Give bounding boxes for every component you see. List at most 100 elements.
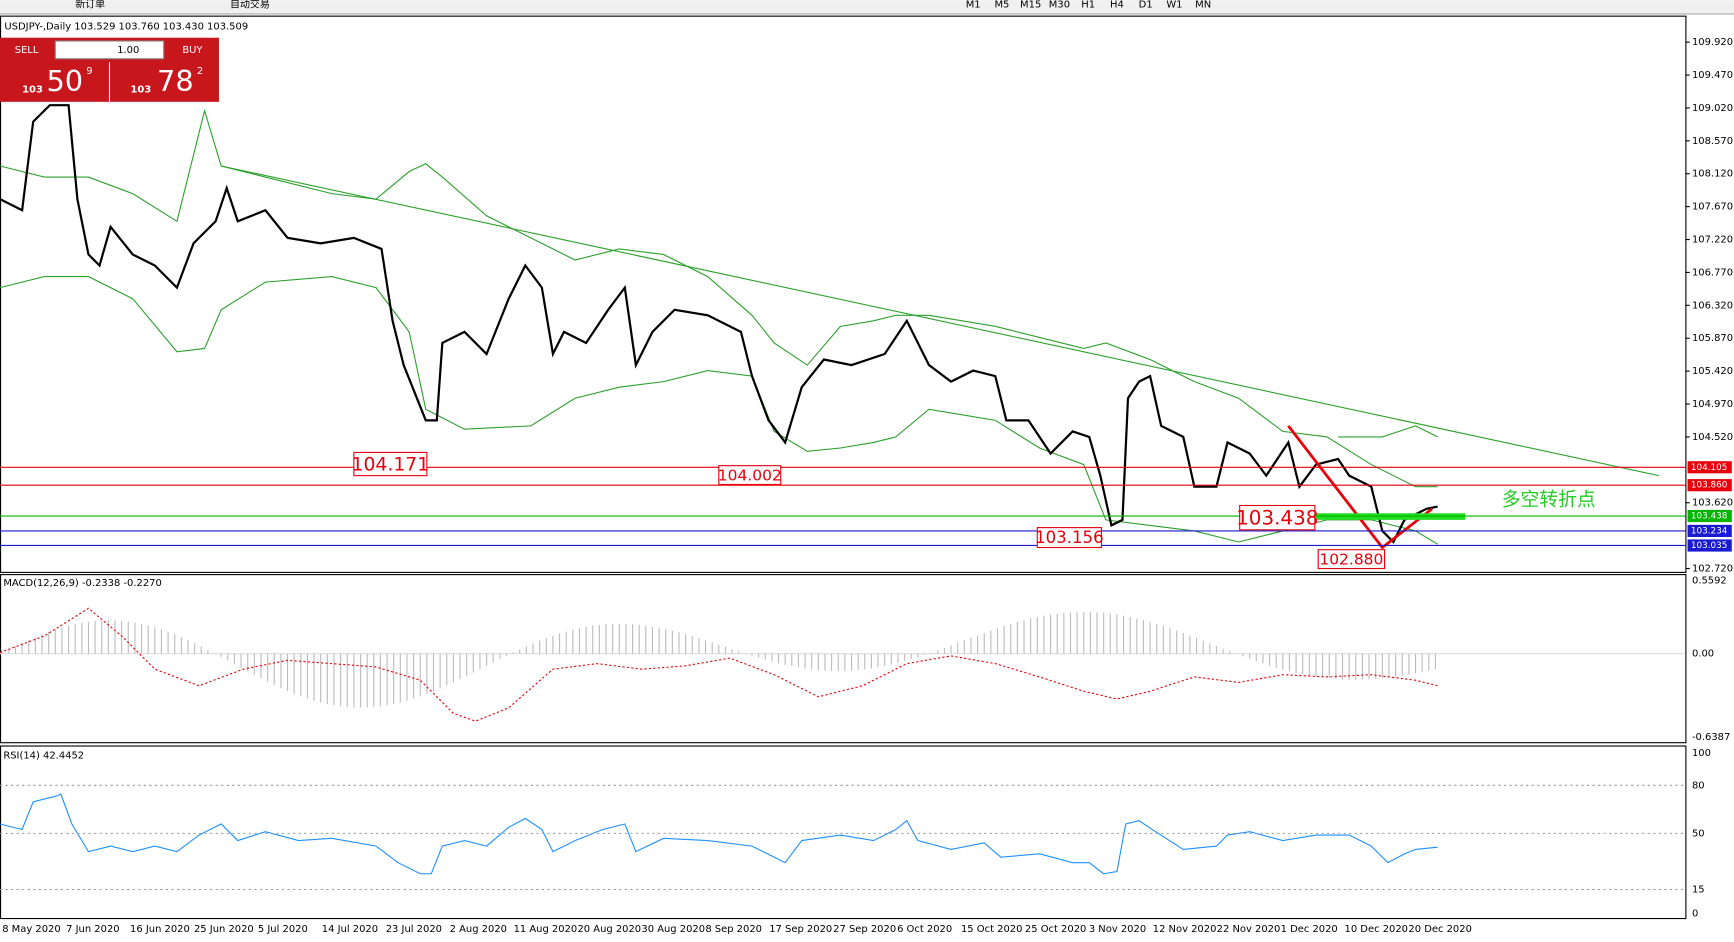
macd-tick-label: 0.5592 — [1692, 576, 1727, 587]
date-label: 8 Sep 2020 — [705, 924, 762, 935]
price-tick-label: 104.520 — [1692, 432, 1733, 443]
buy-button[interactable]: BUY — [182, 45, 203, 56]
price-tick-label: 109.020 — [1692, 103, 1733, 114]
timeframe-button[interactable]: M15 — [1020, 0, 1041, 11]
timeframe-button[interactable]: D1 — [1139, 0, 1153, 11]
date-label: 10 Dec 2020 — [1345, 924, 1408, 935]
annotation: 102.880 — [1319, 551, 1383, 569]
trendline — [221, 165, 1659, 477]
macd-title: MACD(12,26,9) -0.2338 -0.2270 — [3, 578, 162, 589]
rsi-title: RSI(14) 42.4452 — [3, 750, 84, 761]
axes: 109.920 109.470 109.020 108.570 108.120 107.6… — [0, 37, 1733, 935]
level-label-box — [1687, 461, 1732, 474]
date-label: 3 Nov 2020 — [1089, 924, 1146, 935]
annotation-box — [1317, 549, 1386, 570]
price-tick-label: 106.320 — [1692, 300, 1733, 311]
date-label: 25 Oct 2020 — [1025, 924, 1086, 935]
timeframe-button[interactable]: H1 — [1081, 0, 1095, 11]
chart-header: USDJPY-,Daily 103.529 103.760 103.430 10… — [4, 22, 248, 33]
date-label: 5 Jul 2020 — [258, 924, 308, 935]
timeframe-button[interactable]: M30 — [1049, 0, 1070, 11]
macd-tick-label: -0.6387 — [1692, 732, 1730, 743]
date-label: 6 Oct 2020 — [897, 924, 952, 935]
annotation: 多空转折点 — [1502, 488, 1596, 510]
new-order-button[interactable]: 新订单 — [75, 0, 105, 11]
price-tick-label: 104.970 — [1692, 399, 1733, 410]
level-label-box — [1687, 509, 1732, 523]
price-path — [0, 104, 1438, 544]
auto-trading-button[interactable]: 自动交易 — [230, 0, 270, 11]
buy-price-small[interactable]: 103 — [130, 85, 151, 96]
price-tick-label: 106.770 — [1692, 267, 1733, 278]
level-label: 103.035 — [1691, 541, 1728, 551]
level-label-box — [1687, 524, 1732, 538]
timeframe-button[interactable]: MN — [1195, 0, 1211, 11]
rsi-line — [0, 793, 1438, 875]
date-label: 25 Jun 2020 — [194, 924, 254, 935]
date-label: 12 Nov 2020 — [1153, 924, 1217, 935]
macd-pane — [0, 574, 1687, 744]
date-label: 1 Dec 2020 — [1281, 924, 1338, 935]
timeframe-bar: M1 M5 M15 M30 H1 H4 D1 W1 MN — [966, 0, 1211, 11]
rsi-tick-label: 15 — [1692, 885, 1705, 896]
date-label: 2 Aug 2020 — [450, 924, 507, 935]
timeframe-button[interactable]: H4 — [1110, 0, 1124, 11]
upper-band — [0, 108, 1438, 488]
price-tick-label: 107.220 — [1692, 235, 1733, 246]
annotation-box — [718, 465, 782, 486]
band-segment — [1338, 425, 1438, 438]
annotation-box — [1036, 527, 1102, 549]
annotation: 103.438 — [1236, 506, 1318, 529]
rsi-tick-label: 50 — [1692, 828, 1705, 839]
lot-box[interactable] — [54, 40, 165, 60]
macd-signal — [0, 607, 1438, 722]
timeframe-button[interactable]: M1 — [966, 0, 981, 11]
level-label: 103.860 — [1691, 481, 1728, 491]
date-label: 20 Dec 2020 — [1408, 924, 1471, 935]
macd-tick-label: 0.00 — [1692, 649, 1714, 660]
rsi-pane — [0, 745, 1687, 920]
price-tick-label: 108.120 — [1692, 169, 1733, 180]
date-label: 8 May 2020 — [2, 924, 60, 935]
level-label-box — [1687, 479, 1732, 492]
level-label-box — [1687, 539, 1732, 552]
main-overlays: 104.171 104.002 103.156 103.438 102.880 多空转折点 — [0, 451, 1686, 570]
rsi-tick-label: 0 — [1692, 909, 1698, 920]
date-label: 15 Oct 2020 — [961, 924, 1022, 935]
date-label: 27 Sep 2020 — [833, 924, 896, 935]
price-tick-label: 109.470 — [1692, 70, 1733, 81]
sell-button[interactable]: SELL — [15, 45, 39, 56]
date-label: 11 Aug 2020 — [514, 924, 578, 935]
price-tick-label: 105.870 — [1692, 333, 1733, 344]
date-label: 20 Aug 2020 — [577, 924, 641, 935]
price-tick-label: 109.920 — [1692, 37, 1733, 48]
sell-price-small[interactable]: 103 — [22, 85, 43, 96]
price-tick-label: 108.570 — [1692, 136, 1733, 147]
toolbar — [0, 0, 1734, 14]
annotation-box — [353, 451, 428, 477]
lot-size[interactable]: 1.00 — [117, 45, 139, 56]
sell-price-big[interactable]: 50 — [46, 64, 83, 98]
macd-histogram — [1, 611, 1436, 708]
timeframe-button[interactable]: M5 — [994, 0, 1009, 11]
date-label: 14 Jul 2020 — [322, 924, 378, 935]
date-label: 16 Jun 2020 — [130, 924, 190, 935]
level-label: 103.234 — [1691, 526, 1728, 536]
timeframe-button[interactable]: W1 — [1166, 0, 1182, 11]
date-label: 17 Sep 2020 — [769, 924, 832, 935]
main-pane — [0, 15, 1687, 573]
date-label: 7 Jun 2020 — [66, 924, 119, 935]
buy-price-big[interactable]: 78 — [157, 64, 194, 98]
level-label: 103.438 — [1691, 512, 1728, 522]
annotation: 103.156 — [1035, 528, 1104, 547]
red-arrow — [1287, 425, 1433, 550]
annotation: 104.171 — [352, 455, 430, 476]
price-tick-label: 107.670 — [1692, 202, 1733, 213]
rsi-tick-label: 100 — [1692, 748, 1711, 759]
price-tick-label: 102.720 — [1692, 564, 1733, 575]
sell-price-sup[interactable]: 9 — [86, 66, 92, 77]
buy-price-sup[interactable]: 2 — [197, 66, 203, 77]
